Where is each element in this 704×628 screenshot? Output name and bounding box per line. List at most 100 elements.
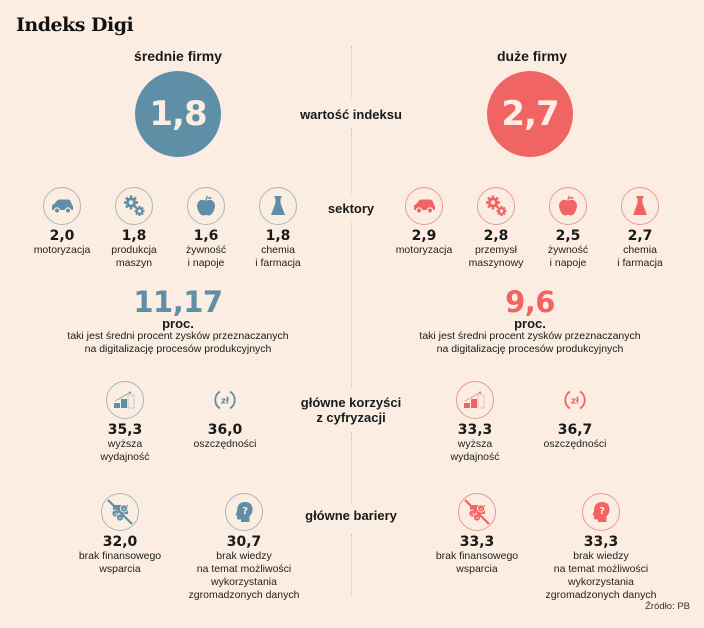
medium-benefit-item: 35,3 wyższa wydajność (85, 381, 165, 464)
barrier-label: na temat możliwości (553, 563, 649, 575)
sector-value: 1,6 (193, 228, 219, 244)
center-divider (351, 46, 352, 98)
sector-label: przemysł (474, 244, 517, 256)
large-percent-value: 9,6 (505, 285, 555, 319)
flask-icon (621, 187, 659, 225)
large-percent-desc: taki jest średni procent zysków przeznac… (380, 330, 680, 356)
barrier-label: wykorzystania (568, 576, 634, 588)
barrier-label: wsparcia (456, 563, 498, 575)
medium-barrier-item: 32,0 brak finansowego wsparcia (70, 493, 170, 602)
barrier-value: 30,7 (226, 534, 262, 550)
center-divider (351, 128, 352, 194)
medium-sector-item: 1,6 żywność i napoje (170, 187, 242, 270)
medium-sectors: 2,0 motoryzacja 1,8 produkcja maszyn 1,6… (26, 187, 314, 270)
large-barrier-item: 33,3 brak finansowego wsparcia (427, 493, 527, 602)
benefit-label: oszczędności (543, 438, 607, 450)
zloty-savings-icon (206, 381, 244, 419)
barrier-label: brak finansowego (78, 550, 162, 562)
label-barriers: główne bariery (305, 508, 397, 523)
benefit-label: wyższa (107, 438, 143, 450)
large-sector-item: 2,8 przemysł maszynowy (460, 187, 532, 270)
sector-label: i napoje (187, 257, 225, 269)
barrier-value: 33,3 (583, 534, 619, 550)
head-question-icon (225, 493, 263, 531)
sector-value: 1,8 (265, 228, 291, 244)
benefit-value: 36,7 (557, 422, 593, 438)
barrier-label: brak finansowego (435, 550, 519, 562)
sector-label: chemia (261, 244, 295, 256)
sector-label: żywność (547, 244, 589, 256)
head-question-icon (582, 493, 620, 531)
label-sectors: sektory (327, 201, 375, 216)
sector-value: 2,9 (411, 228, 437, 244)
barrier-label: zgromadzonych danych (188, 589, 300, 601)
no-money-icon (458, 493, 496, 531)
medium-sector-item: 2,0 motoryzacja (26, 187, 98, 270)
sector-value: 2,0 (49, 228, 75, 244)
medium-benefits: 35,3 wyższa wydajność 36,0 oszczędności (85, 381, 265, 464)
sector-value: 1,8 (121, 228, 147, 244)
benefit-value: 33,3 (457, 422, 493, 438)
medium-barriers: 32,0 brak finansowego wsparcia 30,7 brak… (70, 493, 304, 602)
center-divider (351, 432, 352, 504)
apple-icon (187, 187, 225, 225)
large-barriers: 33,3 brak finansowego wsparcia 33,3 brak… (427, 493, 661, 602)
sector-value: 2,5 (555, 228, 581, 244)
large-sector-item: 2,9 motoryzacja (388, 187, 460, 270)
sector-label: maszynowy (468, 257, 524, 269)
sector-label: motoryzacja (33, 244, 91, 256)
apple-icon (549, 187, 587, 225)
medium-sector-item: 1,8 produkcja maszyn (98, 187, 170, 270)
flask-icon (259, 187, 297, 225)
car-icon (405, 187, 443, 225)
barrier-label: brak wiedzy (216, 550, 272, 562)
infographic-title: Indeks Digi (16, 14, 134, 36)
sector-label: maszyn (115, 257, 153, 269)
barrier-label: brak wiedzy (573, 550, 629, 562)
medium-sector-item: 1,8 chemia i farmacja (242, 187, 314, 270)
benefit-label: wyższa (457, 438, 493, 450)
percent-desc-line: na digitalizację procesów produkcyjnych (84, 343, 272, 355)
benefit-value: 36,0 (207, 422, 243, 438)
sector-value: 2,7 (627, 228, 653, 244)
large-benefits: 33,3 wyższa wydajność 36,7 oszczędności (435, 381, 615, 464)
large-sectors: 2,9 motoryzacja 2,8 przemysł maszynowy 2… (388, 187, 676, 270)
gears-icon (477, 187, 515, 225)
medium-barrier-item: 30,7 brak wiedzy na temat możliwości wyk… (184, 493, 304, 602)
barrier-label: wsparcia (99, 563, 141, 575)
large-index-circle: 2,7 (487, 71, 573, 157)
medium-index-value: 1,8 (149, 94, 207, 134)
barrier-value: 33,3 (459, 534, 495, 550)
label-benefits-line2: z cyfryzacji (316, 410, 386, 425)
label-benefits: główne korzyści z cyfryzacji (271, 395, 431, 425)
label-index-value: wartość indeksu (300, 107, 402, 122)
barrier-value: 32,0 (102, 534, 138, 550)
large-percent-unit: proc. (514, 316, 546, 331)
medium-percent-desc: taki jest średni procent zysków przeznac… (28, 330, 328, 356)
benefit-value: 35,3 (107, 422, 143, 438)
benefit-label: wydajność (100, 451, 150, 463)
sector-value: 2,8 (483, 228, 509, 244)
benefit-label: oszczędności (193, 438, 257, 450)
large-benefit-item: 33,3 wyższa wydajność (435, 381, 515, 464)
no-money-icon (101, 493, 139, 531)
medium-percent-value: 11,17 (133, 285, 223, 319)
percent-desc-line: taki jest średni procent zysków przeznac… (67, 330, 289, 342)
benefit-label: wydajność (450, 451, 500, 463)
large-barrier-item: 33,3 brak wiedzy na temat możliwości wyk… (541, 493, 661, 602)
sector-label: i farmacja (255, 257, 301, 269)
barrier-label: wykorzystania (211, 576, 277, 588)
medium-percent-unit: proc. (162, 316, 194, 331)
large-sector-item: 2,5 żywność i napoje (532, 187, 604, 270)
growth-bars-icon (106, 381, 144, 419)
large-benefit-item: 36,7 oszczędności (535, 381, 615, 464)
large-index-value: 2,7 (501, 94, 559, 134)
zloty-savings-icon (556, 381, 594, 419)
sector-label: i napoje (549, 257, 587, 269)
center-divider (351, 222, 352, 387)
sector-label: motoryzacja (395, 244, 453, 256)
growth-bars-icon (456, 381, 494, 419)
sector-label: produkcja (111, 244, 157, 256)
medium-benefit-item: 36,0 oszczędności (185, 381, 265, 464)
barrier-label: na temat możliwości (196, 563, 292, 575)
